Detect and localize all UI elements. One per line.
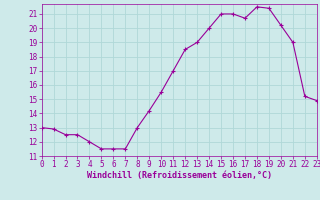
X-axis label: Windchill (Refroidissement éolien,°C): Windchill (Refroidissement éolien,°C) <box>87 171 272 180</box>
